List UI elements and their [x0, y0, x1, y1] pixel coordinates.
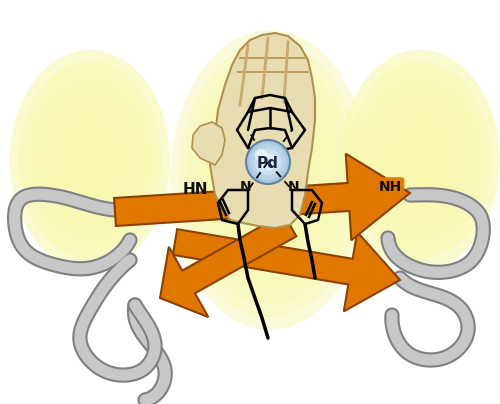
- Text: N: N: [288, 180, 300, 194]
- Ellipse shape: [195, 67, 345, 292]
- Ellipse shape: [186, 55, 354, 305]
- Polygon shape: [114, 154, 410, 240]
- Polygon shape: [160, 214, 296, 317]
- Ellipse shape: [380, 105, 460, 215]
- Circle shape: [259, 153, 277, 171]
- Circle shape: [250, 144, 286, 180]
- Ellipse shape: [356, 72, 484, 248]
- Ellipse shape: [42, 94, 138, 226]
- Ellipse shape: [388, 116, 452, 204]
- Ellipse shape: [66, 127, 114, 193]
- Ellipse shape: [58, 116, 122, 204]
- Polygon shape: [173, 229, 400, 311]
- Text: N: N: [240, 180, 252, 194]
- Ellipse shape: [10, 50, 170, 270]
- Ellipse shape: [18, 61, 162, 259]
- Ellipse shape: [340, 50, 500, 270]
- Ellipse shape: [228, 118, 312, 242]
- Ellipse shape: [34, 83, 146, 237]
- Circle shape: [255, 149, 267, 161]
- Ellipse shape: [26, 72, 154, 248]
- Polygon shape: [114, 154, 410, 240]
- Text: HN: HN: [182, 183, 208, 198]
- Ellipse shape: [372, 94, 468, 226]
- Ellipse shape: [178, 42, 362, 318]
- Polygon shape: [173, 229, 400, 311]
- Polygon shape: [160, 214, 296, 317]
- Circle shape: [254, 148, 281, 176]
- Ellipse shape: [170, 30, 370, 330]
- Ellipse shape: [50, 105, 130, 215]
- Text: Pd: Pd: [257, 156, 279, 172]
- Polygon shape: [192, 122, 225, 165]
- Ellipse shape: [212, 93, 328, 267]
- Ellipse shape: [364, 83, 476, 237]
- Ellipse shape: [348, 61, 492, 259]
- Ellipse shape: [396, 127, 444, 193]
- Text: NH: NH: [378, 180, 402, 194]
- Ellipse shape: [204, 80, 336, 280]
- Circle shape: [246, 140, 290, 184]
- Polygon shape: [210, 33, 315, 228]
- Ellipse shape: [220, 105, 320, 255]
